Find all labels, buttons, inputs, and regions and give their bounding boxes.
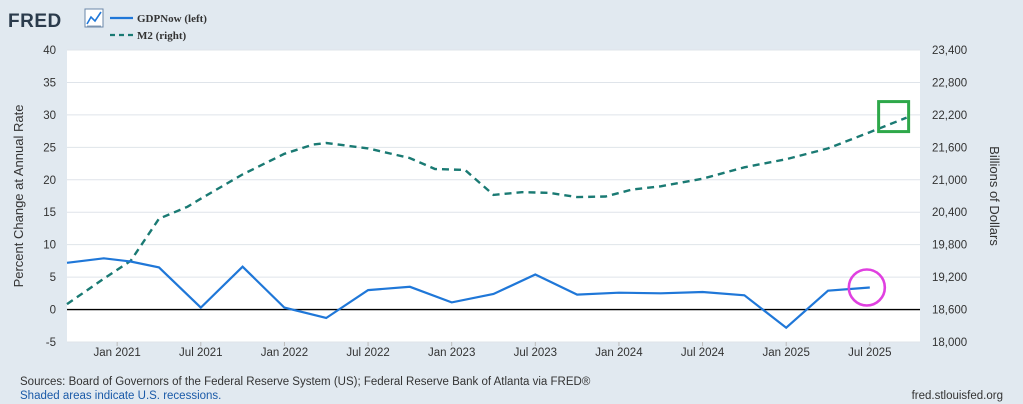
left-tick-label: 30 xyxy=(43,110,56,122)
x-tick-label: Jan 2025 xyxy=(763,347,810,359)
x-tick-label: Jan 2023 xyxy=(428,347,475,359)
m2-point[interactable] xyxy=(102,277,106,281)
gdpnow-point[interactable] xyxy=(199,306,203,310)
gdpnow-point[interactable] xyxy=(366,288,370,292)
m2-point[interactable] xyxy=(241,172,245,176)
gdpnow-point[interactable] xyxy=(701,290,705,294)
m2-point[interactable] xyxy=(742,165,746,169)
gdpnow-point[interactable] xyxy=(241,265,245,269)
right-tick-label: 21,000 xyxy=(932,175,967,187)
legend-item-m2[interactable]: M2 (right) xyxy=(110,30,187,42)
gdpnow-point[interactable] xyxy=(826,289,830,293)
gdpnow-point[interactable] xyxy=(617,291,621,295)
left-tick-label: 35 xyxy=(43,77,56,89)
left-tick-label: -5 xyxy=(46,337,56,349)
right-tick-label: 21,600 xyxy=(932,142,967,154)
gdpnow-point[interactable] xyxy=(282,306,286,310)
m2-point[interactable] xyxy=(324,141,328,145)
m2-point[interactable] xyxy=(575,195,579,199)
m2-point[interactable] xyxy=(659,184,663,188)
gdpnow-point[interactable] xyxy=(65,261,69,265)
gdpnow-point[interactable] xyxy=(102,256,106,260)
legend: GDPNow (left) M2 (right) xyxy=(110,13,207,42)
highlight-circle xyxy=(847,268,887,307)
gdpnow-point[interactable] xyxy=(129,260,133,264)
left-axis-title: Percent Change at Annual Rate xyxy=(11,105,26,288)
right-tick-label: 22,200 xyxy=(932,110,967,122)
right-tick-label: 18,000 xyxy=(932,337,967,349)
m2-point[interactable] xyxy=(433,167,437,171)
right-tick-label: 22,800 xyxy=(932,77,967,89)
gdpnow-point[interactable] xyxy=(408,285,412,289)
site-url[interactable]: fred.stlouisfed.org xyxy=(912,390,1003,402)
left-tick-label: 20 xyxy=(43,175,56,187)
gdpnow-point[interactable] xyxy=(324,316,328,320)
m2-point[interactable] xyxy=(826,146,830,150)
m2-point[interactable] xyxy=(463,168,467,172)
line-chart-icon xyxy=(84,8,104,28)
x-tick-label: Jan 2024 xyxy=(595,347,643,359)
left-tick-label: 40 xyxy=(43,45,56,57)
right-tick-label: 18,600 xyxy=(932,305,967,317)
right-axis-ticks: 18,000 18,600 19,200 19,800 20,400 21,000 21,6… xyxy=(932,45,967,349)
left-axis-ticks: -5 0 5 10 15 20 25 30 35 40 xyxy=(43,45,56,349)
highlight-box xyxy=(877,100,911,134)
m2-point[interactable] xyxy=(311,143,315,147)
left-tick-label: 15 xyxy=(43,207,56,219)
m2-point[interactable] xyxy=(547,191,551,195)
right-tick-label: 23,400 xyxy=(932,45,967,57)
legend-label-gdpnow: GDPNow (left) xyxy=(137,13,207,25)
x-tick-label: Jul 2021 xyxy=(179,347,222,359)
gdpnow-point[interactable] xyxy=(784,326,788,330)
left-tick-label: 0 xyxy=(50,305,56,317)
m2-series-line[interactable] xyxy=(66,116,908,306)
fred-logo[interactable]: FRED xyxy=(8,8,104,32)
right-tick-label: 19,200 xyxy=(932,272,967,284)
m2-point[interactable] xyxy=(784,157,788,161)
x-tick-label: Jul 2024 xyxy=(681,347,725,359)
gdpnow-point[interactable] xyxy=(492,292,496,296)
m2-point[interactable] xyxy=(65,302,69,306)
fred-logo-text: FRED xyxy=(8,11,62,32)
gdpnow-point[interactable] xyxy=(868,285,872,289)
right-tick-label: 19,800 xyxy=(932,240,967,252)
x-tick-label: Jul 2025 xyxy=(848,347,891,359)
x-tick-label: Jul 2022 xyxy=(346,347,389,359)
m2-point[interactable] xyxy=(366,146,370,150)
m2-point[interactable] xyxy=(199,197,203,201)
gdpnow-series-line[interactable] xyxy=(66,257,870,330)
right-axis-title: Billions of Dollars xyxy=(987,146,1002,246)
x-tick-label: Jul 2023 xyxy=(514,347,557,359)
m2-point[interactable] xyxy=(604,195,608,199)
left-tick-label: 10 xyxy=(43,240,56,252)
left-tick-label: 5 xyxy=(50,272,56,284)
m2-point[interactable] xyxy=(868,130,872,134)
m2-point[interactable] xyxy=(282,152,286,156)
m2-point[interactable] xyxy=(701,177,705,181)
gdpnow-point[interactable] xyxy=(533,273,537,277)
sources-text: Sources: Board of Governors of the Feder… xyxy=(20,376,591,388)
legend-label-m2: M2 (right) xyxy=(137,30,187,42)
gdpnow-point[interactable] xyxy=(157,265,161,269)
legend-item-gdpnow[interactable]: GDPNow (left) xyxy=(110,13,207,25)
gdpnow-point[interactable] xyxy=(450,300,454,304)
m2-point[interactable] xyxy=(408,156,412,160)
left-tick-label: 25 xyxy=(43,142,56,154)
m2-point[interactable] xyxy=(492,193,496,197)
x-axis-ticks: Jan 2021 Jul 2021 Jan 2022 Jul 2022 Jan 2023… xyxy=(94,342,892,359)
x-tick-label: Jan 2022 xyxy=(261,347,308,359)
m2-point[interactable] xyxy=(157,217,161,221)
gdpnow-point[interactable] xyxy=(742,293,746,297)
x-tick-label: Jan 2021 xyxy=(94,347,141,359)
gdpnow-point[interactable] xyxy=(575,293,579,297)
recessions-note[interactable]: Shaded areas indicate U.S. recessions. xyxy=(20,390,221,402)
right-tick-label: 20,400 xyxy=(932,207,967,219)
m2-point[interactable] xyxy=(520,190,524,194)
gdpnow-point[interactable] xyxy=(659,291,663,295)
m2-point[interactable] xyxy=(630,188,634,192)
m2-point[interactable] xyxy=(185,205,189,209)
